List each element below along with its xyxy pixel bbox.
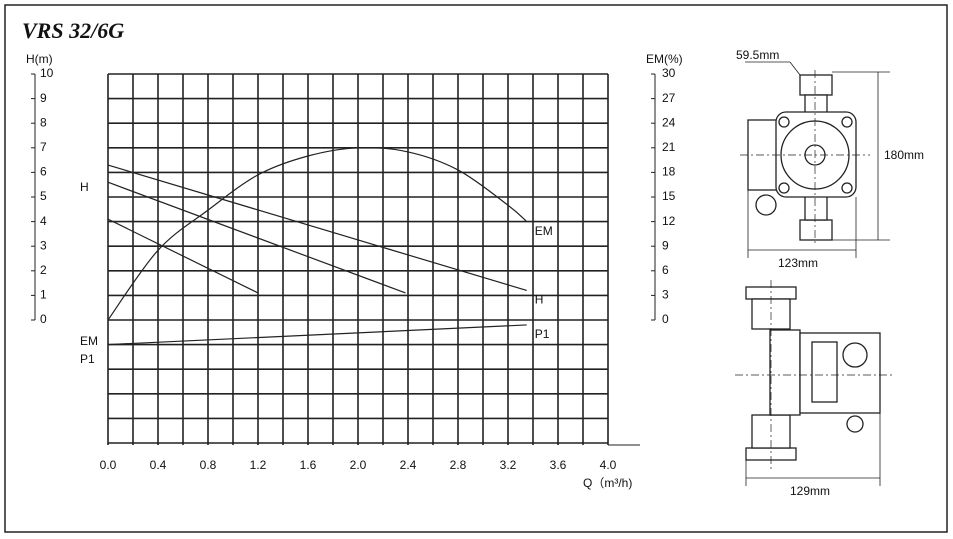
y2-tick-label: 30	[662, 66, 676, 80]
x-tick-label: 0.0	[100, 458, 117, 472]
x-tick-label: 3.2	[500, 458, 517, 472]
y2-tick-label: 18	[662, 165, 676, 179]
y2-tick-label: 24	[662, 115, 676, 129]
curve-label: P1	[80, 352, 95, 366]
curve-label: EM	[80, 334, 98, 348]
x-tick-label: 0.8	[200, 458, 217, 472]
frame	[4, 4, 948, 533]
x-tick-label: 1.6	[300, 458, 317, 472]
y-tick-label: 8	[40, 115, 47, 129]
pump-drawings	[735, 61, 895, 486]
dimension-label: 129mm	[790, 484, 830, 498]
curve	[107, 218, 259, 294]
y2-tick-label: 27	[662, 91, 676, 105]
y2-tick-label: 3	[662, 288, 669, 302]
y-axis-title: H(m)	[26, 52, 53, 66]
curve	[107, 164, 527, 292]
chart-title: VRS 32/6G	[22, 18, 124, 43]
y2-tick-label: 0	[662, 312, 669, 326]
y-tick-label: 10	[40, 66, 54, 80]
curve-label: P1	[535, 327, 550, 341]
dimension-label: 59.5mm	[736, 48, 779, 62]
y2-axis-title: EM(%)	[646, 52, 683, 66]
x-tick-label: 2.4	[400, 458, 417, 472]
y2-tick-label: 21	[662, 140, 676, 154]
curve-label: EM	[535, 224, 553, 238]
x-tick-label: 2.0	[350, 458, 367, 472]
y-tick-label: 4	[40, 214, 47, 228]
x-tick-label: 4.0	[600, 458, 617, 472]
y2-tick-label: 6	[662, 263, 669, 277]
curve	[107, 324, 527, 346]
x-axis-title: Q（m³/h)	[583, 476, 632, 490]
y2-tick-label: 15	[662, 189, 676, 203]
curve	[107, 181, 406, 294]
curve-label: H	[80, 180, 89, 194]
y2-tick-label: 12	[662, 214, 676, 228]
dimension-label: 123mm	[778, 256, 818, 270]
y-tick-label: 7	[40, 140, 47, 154]
y-tick-label: 5	[40, 189, 47, 203]
x-tick-label: 0.4	[150, 458, 167, 472]
curve-label: H	[535, 293, 544, 307]
y-tick-label: 3	[40, 238, 47, 252]
y-tick-label: 0	[40, 312, 47, 326]
x-tick-label: 2.8	[450, 458, 467, 472]
dimension-label: 180mm	[884, 148, 924, 162]
x-tick-label: 1.2	[250, 458, 267, 472]
y-tick-label: 9	[40, 91, 47, 105]
y-tick-label: 1	[40, 288, 47, 302]
y-tick-label: 2	[40, 263, 47, 277]
x-tick-label: 3.6	[550, 458, 567, 472]
y-tick-label: 6	[40, 165, 47, 179]
curve	[107, 147, 528, 321]
y2-tick-label: 9	[662, 238, 669, 252]
